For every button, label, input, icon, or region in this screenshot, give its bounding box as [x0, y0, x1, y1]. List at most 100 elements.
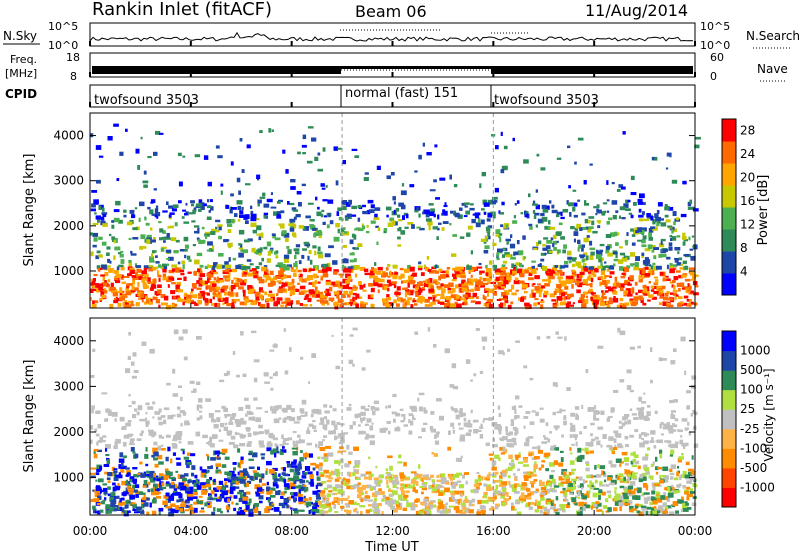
- echo-cell: [225, 268, 230, 273]
- echo-cell: [365, 433, 370, 438]
- echo-cell: [301, 399, 307, 405]
- echo-cell: [156, 213, 159, 219]
- echo-cell: [613, 263, 616, 267]
- echo-cell: [506, 272, 510, 277]
- echo-cell: [688, 285, 692, 290]
- echo-cell: [437, 214, 440, 220]
- echo-cell: [576, 280, 579, 286]
- echo-cell: [674, 295, 677, 301]
- echo-cell: [514, 477, 517, 481]
- range-tick-label: 4000: [53, 129, 84, 143]
- echo-cell: [501, 292, 507, 297]
- echo-cell: [681, 474, 685, 478]
- echo-cell: [119, 151, 124, 156]
- echo-cell: [608, 300, 613, 305]
- echo-cell: [346, 407, 352, 411]
- echo-cell: [299, 457, 304, 462]
- echo-cell: [528, 277, 534, 281]
- echo-cell: [250, 300, 256, 306]
- echo-cell: [102, 483, 108, 486]
- echo-cell: [602, 505, 608, 509]
- echo-cell: [200, 474, 206, 478]
- echo-cell: [676, 484, 681, 488]
- echo-cell: [193, 272, 198, 275]
- echo-cell: [560, 216, 565, 220]
- echo-cell: [351, 485, 355, 490]
- echo-cell: [418, 473, 423, 477]
- echo-cell: [130, 503, 133, 506]
- echo-cell: [440, 283, 444, 287]
- freq-tick-bottom: 8: [70, 70, 77, 83]
- power-y-label: Slant Range [km]: [22, 154, 37, 267]
- echo-cell: [460, 298, 467, 301]
- echo-cell: [128, 405, 132, 408]
- echo-cell: [309, 259, 313, 265]
- echo-cell: [485, 268, 492, 273]
- echo-cell: [172, 204, 179, 208]
- echo-cell: [496, 286, 500, 289]
- echo-cell: [606, 210, 610, 213]
- echo-cell: [561, 434, 564, 438]
- echo-cell: [290, 269, 297, 272]
- echo-cell: [442, 273, 448, 278]
- echo-cell: [449, 490, 454, 493]
- echo-cell: [195, 431, 201, 437]
- echo-cell: [422, 484, 427, 488]
- echo-cell: [95, 487, 102, 492]
- echo-cell: [196, 252, 203, 257]
- echo-cell: [414, 331, 419, 335]
- echo-cell: [126, 472, 131, 477]
- echo-cell: [410, 276, 414, 280]
- echo-cell: [681, 442, 687, 447]
- echo-cell: [152, 401, 156, 405]
- echo-cell: [644, 257, 649, 262]
- echo-cell: [405, 478, 409, 481]
- echo-cell: [308, 282, 314, 285]
- echo-cell: [150, 284, 157, 289]
- echo-cell: [373, 497, 377, 502]
- echo-cell: [105, 508, 111, 512]
- echo-cell: [322, 221, 326, 225]
- echo-cell: [387, 264, 391, 267]
- echo-cell: [132, 467, 138, 470]
- echo-cell: [510, 234, 513, 238]
- echo-cell: [263, 246, 268, 250]
- echo-cell: [509, 243, 516, 249]
- echo-cell: [560, 504, 566, 508]
- echo-cell: [585, 226, 589, 230]
- echo-cell: [451, 253, 457, 257]
- echo-cell: [554, 265, 558, 268]
- echo-cell: [283, 258, 289, 263]
- echo-cell: [539, 300, 545, 303]
- echo-cell: [474, 286, 480, 291]
- echo-cell: [663, 423, 669, 427]
- echo-cell: [628, 507, 633, 513]
- echo-cell: [671, 229, 674, 234]
- echo-cell: [149, 301, 153, 304]
- echo-cell: [589, 450, 594, 454]
- echo-cell: [320, 510, 325, 516]
- echo-cell: [328, 297, 335, 301]
- echo-cell: [150, 488, 154, 492]
- echo-cell: [284, 487, 287, 490]
- echo-cell: [389, 273, 395, 277]
- echo-cell: [370, 204, 375, 209]
- echo-cell: [158, 408, 162, 413]
- echo-cell: [236, 200, 243, 205]
- echo-cell: [162, 263, 167, 267]
- echo-cell: [247, 238, 253, 242]
- echo-cell: [292, 440, 296, 445]
- echo-cell: [614, 487, 618, 490]
- echo-cell: [187, 441, 194, 445]
- echo-cell: [176, 499, 180, 503]
- echo-cell: [596, 502, 602, 507]
- echo-cell: [175, 239, 180, 243]
- echo-cell: [555, 231, 562, 235]
- echo-cell: [383, 427, 388, 431]
- echo-cell: [676, 471, 679, 477]
- echo-cell: [614, 231, 618, 237]
- echo-cell: [374, 207, 381, 211]
- echo-cell: [446, 267, 451, 270]
- echo-cell: [500, 131, 503, 136]
- echo-cell: [608, 460, 613, 465]
